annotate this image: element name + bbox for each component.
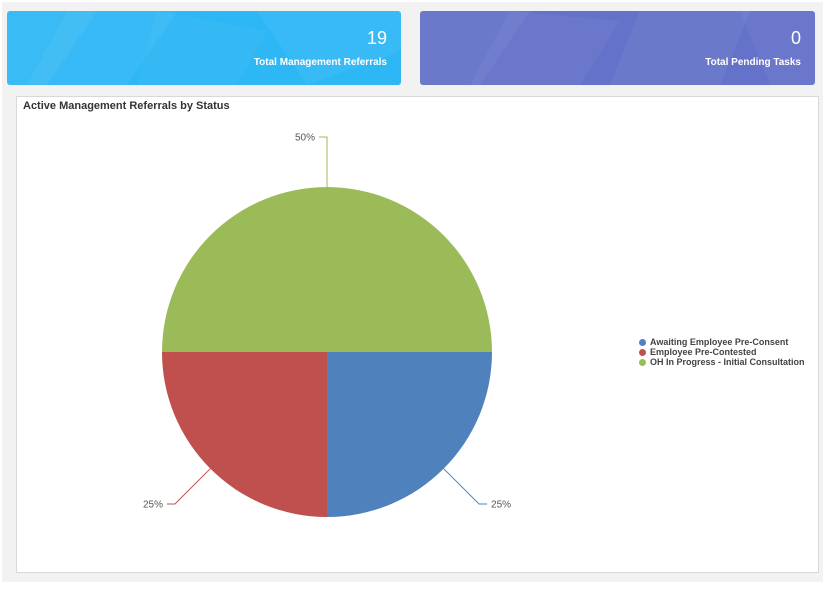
total-management-referrals-tile[interactable]: 19 Total Management Referrals — [7, 11, 401, 85]
legend-label: Employee Pre-Contested — [650, 347, 757, 357]
tile-background-pattern — [420, 11, 815, 85]
chart-legend: Awaiting Employee Pre-Consent Employee P… — [639, 337, 805, 367]
data-label: 50% — [295, 133, 315, 144]
pie-chart: 25% 25% 50% — [143, 133, 511, 517]
total-pending-tasks-count: 0 — [790, 28, 801, 48]
pie-slice-employee-pre-contested[interactable] — [162, 352, 327, 517]
legend-item-awaiting-employee-pre-consent[interactable]: Awaiting Employee Pre-Consent — [639, 337, 805, 347]
data-label: 25% — [491, 500, 511, 511]
chart-title: Active Management Referrals by Status — [23, 100, 230, 112]
dashboard: 19 Total Management Referrals 0 Total Pe… — [2, 2, 823, 582]
leader-line — [166, 468, 211, 505]
status-chart-panel: Active Management Referrals by Status 25… — [16, 96, 819, 573]
legend-marker — [639, 358, 646, 366]
total-pending-tasks-tile[interactable]: 0 Total Pending Tasks — [420, 11, 815, 85]
total-management-referrals-label: Total Management Referrals — [253, 57, 387, 68]
leader-line — [319, 136, 328, 187]
pie-slice-oh-in-progress-initial-consultation[interactable] — [162, 187, 492, 352]
legend-item-employee-pre-contested[interactable]: Employee Pre-Contested — [639, 347, 805, 357]
total-pending-tasks-label: Total Pending Tasks — [705, 57, 801, 68]
tile-background-pattern — [7, 11, 401, 85]
legend-label: Awaiting Employee Pre-Consent — [650, 337, 789, 347]
legend-label: OH In Progress - Initial Consultation — [650, 357, 805, 367]
legend-item-oh-in-progress-initial-consultation[interactable]: OH In Progress - Initial Consultation — [639, 357, 805, 367]
pie-slice-awaiting-employee-pre-consent[interactable] — [327, 352, 492, 517]
leader-line — [443, 468, 488, 505]
legend-marker — [639, 348, 646, 356]
legend-marker — [639, 338, 646, 346]
total-management-referrals-count: 19 — [366, 28, 387, 48]
data-label: 25% — [143, 500, 163, 511]
